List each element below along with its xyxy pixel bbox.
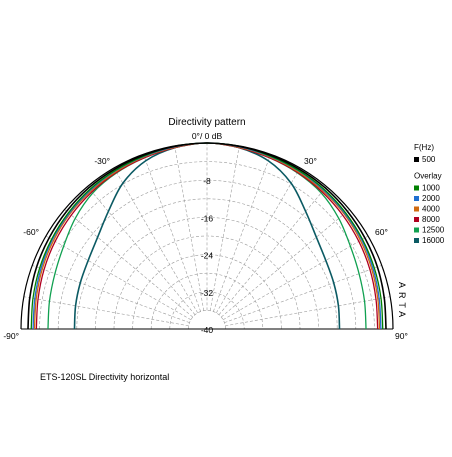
radial-tick-label: -32 xyxy=(201,288,214,298)
legend-entry: 12500 xyxy=(422,226,445,235)
grid-ring xyxy=(113,235,301,330)
grid-ring xyxy=(150,272,264,330)
legend-entry: 8000 xyxy=(422,215,440,224)
grid-spoke xyxy=(216,167,301,314)
legend-entry: 1000 xyxy=(422,184,440,193)
legend-swatch xyxy=(414,217,419,222)
legend-overlay-label: Overlay xyxy=(414,172,442,181)
legend-swatch xyxy=(414,227,419,233)
radial-tick-label: -16 xyxy=(201,213,214,223)
grid-ring xyxy=(76,198,338,330)
legend-swatch xyxy=(414,185,419,191)
grid-spoke xyxy=(218,186,327,315)
angle-tick-label: 90° xyxy=(395,331,408,341)
grid-spoke xyxy=(45,235,192,320)
chart-caption: ETS-120SL Directivity horizontal xyxy=(40,372,169,382)
grid-spoke xyxy=(225,296,391,327)
legend-swatch xyxy=(414,157,419,162)
legend-swatch xyxy=(414,206,419,212)
grid-spoke xyxy=(209,145,240,311)
legend-entry: 500 xyxy=(422,155,436,164)
series-curves xyxy=(27,142,387,330)
grid-spoke xyxy=(64,209,193,318)
grid-ring xyxy=(169,291,245,330)
grid-spoke xyxy=(224,265,382,323)
radial-tick-label: -40 xyxy=(201,325,214,335)
polar-grid xyxy=(20,142,394,330)
legend-swatch xyxy=(414,196,419,201)
grid-spoke xyxy=(113,167,198,314)
grid-spoke xyxy=(222,235,369,320)
legend-entry: 4000 xyxy=(422,205,440,214)
grid-spoke xyxy=(23,296,189,327)
radial-top-label: 0°/ 0 dB xyxy=(192,131,223,141)
grid-ring xyxy=(39,161,375,330)
grid-spoke xyxy=(32,265,190,323)
grid-spoke xyxy=(87,186,196,315)
grid-spoke xyxy=(213,154,271,312)
legend-entry: 16000 xyxy=(422,236,445,245)
legend-header: F(Hz) xyxy=(414,143,434,152)
grid-spoke xyxy=(221,209,350,318)
angle-tick-label: 60° xyxy=(375,227,388,237)
grid-spoke xyxy=(143,154,201,312)
grid-ring xyxy=(188,310,226,330)
angle-tick-label: -60° xyxy=(23,227,39,237)
chart-title: Directivity pattern xyxy=(168,117,245,128)
watermark: ARTA xyxy=(397,282,407,321)
legend-entry: 2000 xyxy=(422,194,440,203)
radial-tick-label: -24 xyxy=(201,251,214,261)
angle-tick-label: -30° xyxy=(94,156,110,166)
legend-swatch xyxy=(414,238,419,243)
angle-tick-label: -90° xyxy=(3,331,19,341)
grid-spoke xyxy=(174,145,205,311)
angle-tick-label: 30° xyxy=(304,156,317,166)
axis-labels: -8 -16 -24 -32 -40 0°/ 0 dB -90° -60° -30° 30° 60°… xyxy=(3,131,408,341)
radial-tick-label: -8 xyxy=(203,176,211,186)
series-line-500 xyxy=(27,142,387,330)
grid-ring xyxy=(57,179,357,330)
